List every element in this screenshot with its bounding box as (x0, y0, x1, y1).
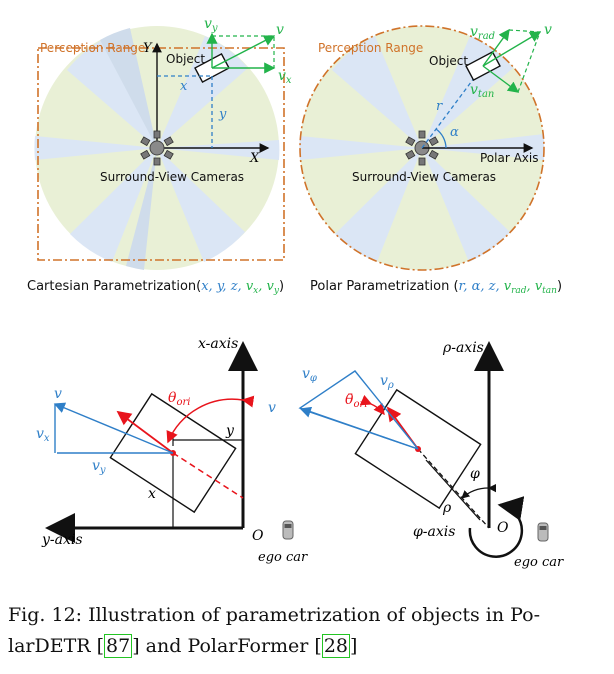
figure-caption: Fig. 12: Illustration of parametrization… (8, 600, 608, 662)
coord-y-label: y (218, 107, 227, 122)
polar-object-label: Object (429, 54, 468, 68)
surround-view-cameras (140, 130, 174, 166)
cartesian-title: Cartesian Parametrization(x, y, z, vx, v… (27, 279, 284, 296)
phi-angle-arc (461, 483, 497, 499)
ego-car-label-br: ego car (514, 555, 564, 570)
origin-label-br: O (497, 520, 509, 536)
bl-vy-label: vy (92, 458, 106, 476)
ego-car-icon (282, 520, 294, 540)
x-axis-label-bl: x-axis (198, 336, 238, 352)
polar-cameras-label: Surround-View Cameras (352, 170, 496, 184)
br-v-label: v (268, 400, 276, 416)
polar-velocity-rect (508, 29, 541, 93)
x-axis-label: X (249, 151, 260, 166)
polar-axis-label: Polar Axis (480, 151, 538, 165)
cartesian-panel: Perception Range Y X Surround-View Camer… (27, 16, 292, 296)
phi-axis-label: φ-axis (413, 524, 455, 540)
heading-arrow (116, 410, 174, 454)
y-axis-label-bl: y-axis (41, 532, 83, 548)
cameras-label: Surround-View Cameras (100, 170, 244, 184)
vrho-label: vρ (380, 373, 394, 391)
ego-car-label-bl: ego car (258, 550, 308, 565)
caption-line-1: Fig. 12: Illustration of parametrization… (8, 604, 541, 626)
phi-rotation-circle (468, 496, 525, 558)
vtan-label: vtan (470, 82, 494, 100)
ego-car-icon-br (537, 522, 549, 542)
theta-arc (166, 395, 255, 444)
br-object-box (354, 388, 482, 510)
polar-title: Polar Parametrization (r, α, z, vrad, vt… (310, 279, 562, 296)
rho-dimension-line (425, 459, 481, 521)
polar-perception-circle (299, 25, 545, 271)
rho-axis-label: ρ-axis (442, 340, 484, 356)
theta-label-bl: θori (168, 390, 190, 408)
bl-v-arrow (53, 402, 174, 454)
y-axis-label: Y (143, 41, 153, 56)
polar-panel: Perception Range Surround-View Cameras P… (299, 22, 562, 296)
coord-alpha-label: α (450, 125, 459, 140)
caption-line-2: larDETR [87] and PolarFormer [28] (8, 634, 358, 658)
polar-perception-label: Perception Range (318, 41, 423, 55)
coord-x-label: x (180, 79, 188, 94)
perception-range-label: Perception Range (40, 41, 145, 55)
vx-label: vx (278, 68, 292, 86)
origin-label-bl: O (252, 528, 264, 544)
polar-vtan-arrow (482, 65, 520, 93)
theta-bar-arc (359, 394, 385, 416)
object-label: Object (166, 52, 205, 66)
v-label: v (276, 22, 284, 38)
heading-dashed-line (172, 452, 244, 499)
polar-v-label: v (544, 22, 552, 38)
reference-link-87[interactable]: 87 (104, 634, 133, 658)
br-velocity-triangle (298, 370, 419, 450)
coord-r-label: r (436, 99, 443, 114)
rho-dashed-line (417, 448, 490, 529)
theta-bar-label: θ̄ori (345, 392, 367, 410)
br-v-arrow (299, 406, 419, 450)
bottom-right-diagram: ρ-axis φ-axis O ego car φ ρ θ̄ori v vφ v… (268, 340, 564, 570)
rho-label: ρ (442, 500, 452, 516)
polar-v-arrow (482, 31, 542, 67)
x-distance-label: x (148, 486, 156, 502)
reference-link-28[interactable]: 28 (321, 634, 351, 658)
y-distance-label: y (225, 423, 235, 439)
polar-vrad-arrow (482, 28, 510, 67)
phi-label: φ (470, 466, 480, 482)
alpha-arc (435, 128, 447, 149)
bl-v-label: v (54, 386, 62, 402)
vy-label: vy (204, 16, 218, 34)
bl-vx-label: vx (36, 426, 50, 444)
velocity-v-arrow (211, 35, 276, 69)
vphi-label: vφ (302, 366, 317, 384)
bottom-left-diagram: x-axis y-axis O ego car x y θori v vx vy (36, 336, 308, 565)
vrad-label: vrad (470, 24, 495, 42)
